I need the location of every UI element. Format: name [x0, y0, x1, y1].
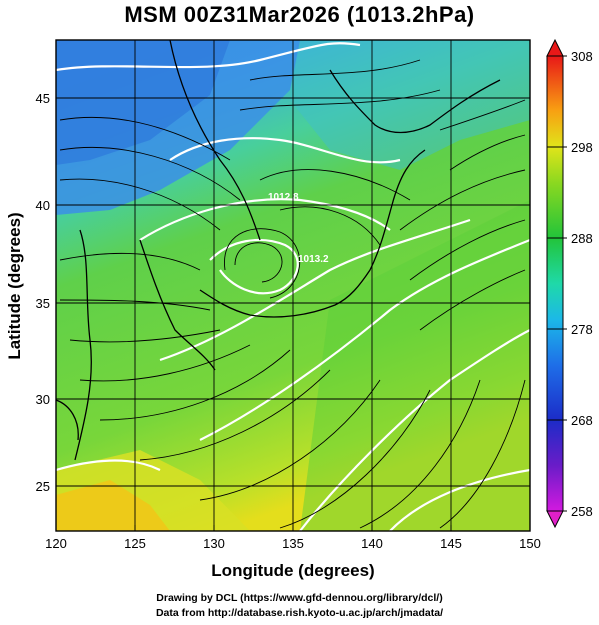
- colorbar-tick-label: 258: [571, 504, 593, 519]
- credit-drawing: Drawing by DCL (https://www.gfd-dennou.o…: [156, 592, 443, 604]
- colorbar-tick-label: 278: [571, 322, 593, 337]
- contour-labels: 1012.8 1013.2: [268, 192, 329, 265]
- x-tick-label: 130: [203, 536, 225, 551]
- wind-streamlines: [59, 59, 526, 529]
- colorbar: 258 268 278 288 298 308: [546, 38, 593, 529]
- x-tick-marks: [55, 525, 531, 531]
- x-tick-label: 135: [282, 536, 304, 551]
- y-tick-label: 25: [36, 479, 50, 494]
- colorbar-tick-label: 308: [571, 49, 593, 64]
- y-axis-label: Latitude (degrees): [5, 212, 24, 359]
- y-tick-labels: 25 30 35 40 45: [36, 91, 50, 494]
- x-tick-label: 140: [361, 536, 383, 551]
- x-tick-label: 145: [440, 536, 462, 551]
- coastlines: [56, 40, 501, 461]
- credit-data: Data from http://database.rish.kyoto-u.a…: [155, 607, 444, 619]
- x-tick-labels: 120 125 130 135 140 145 150: [45, 536, 541, 551]
- x-tick-label: 125: [124, 536, 146, 551]
- x-tick-label: 150: [519, 536, 541, 551]
- y-tick-label: 30: [36, 392, 50, 407]
- pressure-contours: [56, 42, 530, 531]
- map-title: MSM 00Z31Mar2026 (1013.2hPa): [124, 2, 475, 27]
- x-tick-label: 120: [45, 536, 67, 551]
- y-tick-label: 40: [36, 198, 50, 213]
- colorbar-tick-label: 288: [571, 231, 593, 246]
- y-tick-label: 35: [36, 296, 50, 311]
- colorbar-tick-label: 268: [571, 413, 593, 428]
- x-axis-label: Longitude (degrees): [211, 561, 374, 580]
- grid-lines: [56, 40, 530, 531]
- y-tick-label: 45: [36, 91, 50, 106]
- colorbar-tick-label: 298: [571, 140, 593, 155]
- colorbar-max-arrow: [546, 38, 564, 57]
- contour-label-1012-8: 1012.8: [268, 192, 299, 203]
- colorbar-min-arrow: [546, 510, 564, 529]
- contour-label-1013-2: 1013.2: [298, 254, 329, 265]
